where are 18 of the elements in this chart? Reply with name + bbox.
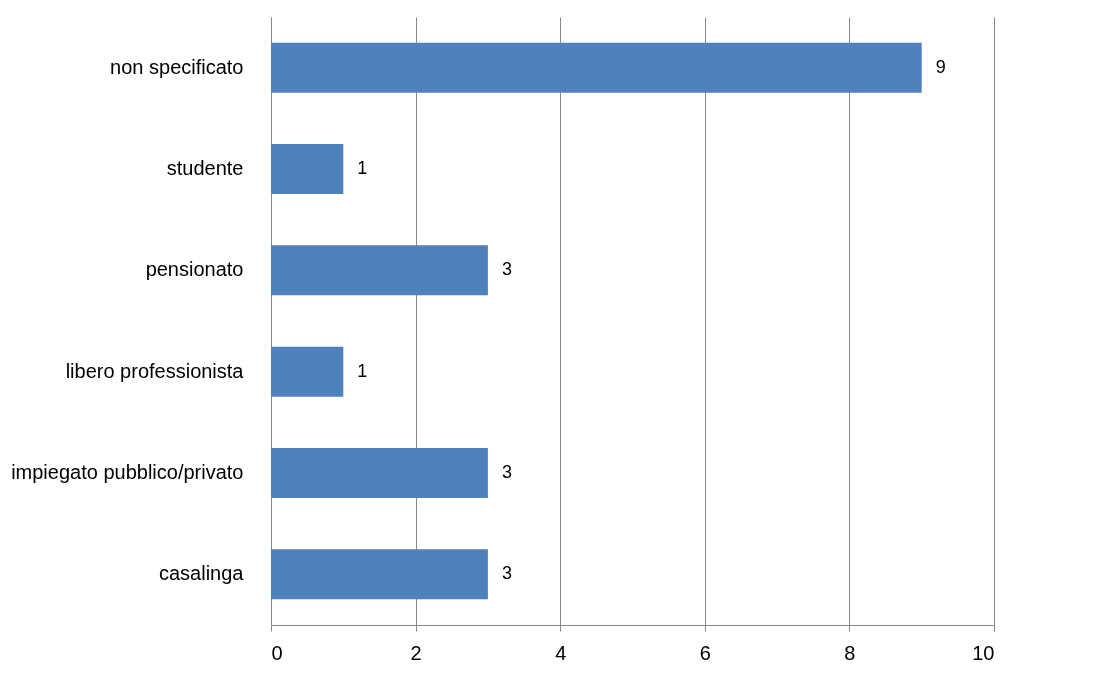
data-label: 3 — [501, 462, 512, 482]
y-tick-label: non specificato — [110, 55, 244, 78]
data-label: 1 — [357, 158, 368, 178]
x-tick-label: 4 — [555, 641, 567, 664]
y-tick-label: casalinga — [158, 562, 245, 585]
x-tick-label: 10 — [972, 641, 995, 664]
data-label: 9 — [935, 56, 946, 77]
y-tick-label: impiegato pubblico/privato — [11, 461, 244, 483]
x-tick-label: 8 — [844, 641, 856, 664]
data-label: 3 — [501, 259, 512, 280]
y-tick-label: libero professionista — [65, 359, 245, 382]
y-tick-label: studente — [166, 157, 244, 179]
data-label: 1 — [357, 360, 368, 381]
y-tick-label: pensionato — [145, 258, 244, 281]
x-tick-label: 0 — [271, 641, 283, 664]
x-tick-label: 6 — [699, 641, 711, 664]
x-tick-label: 2 — [410, 641, 422, 664]
data-label: 3 — [501, 563, 512, 584]
